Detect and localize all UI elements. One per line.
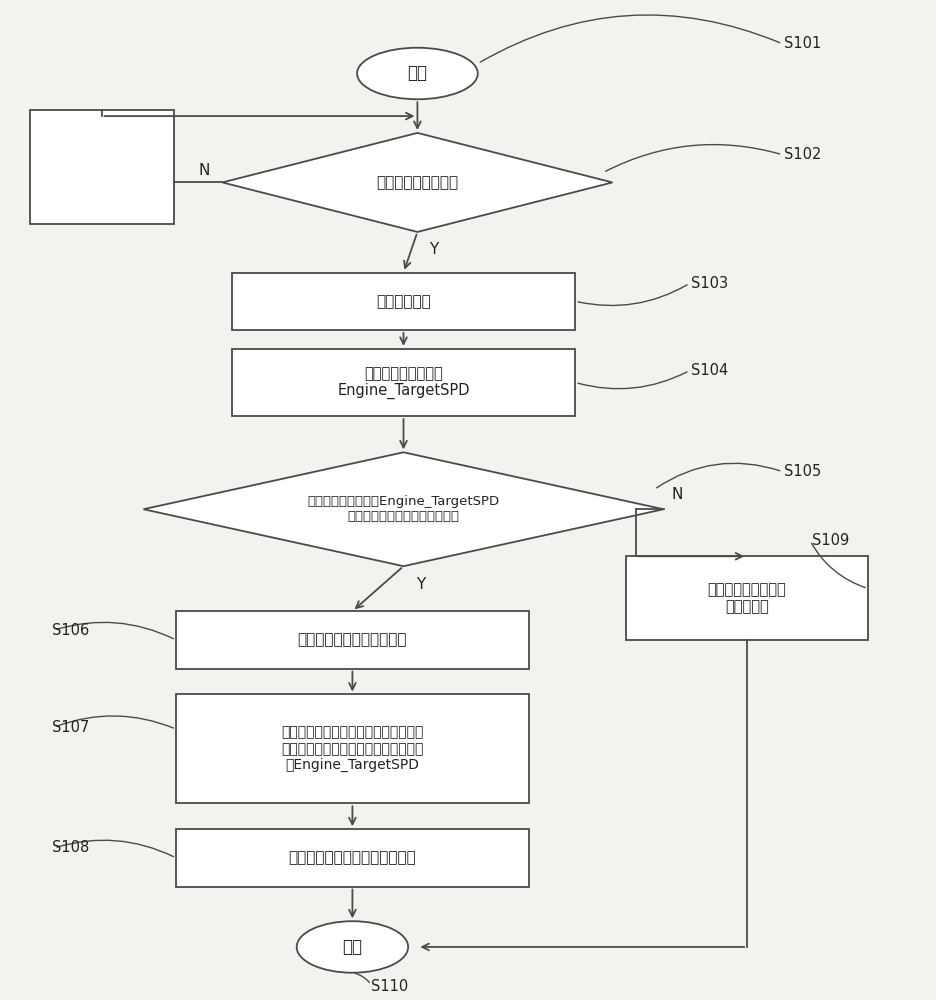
Text: S106: S106 <box>52 623 90 638</box>
Text: S102: S102 <box>783 147 821 162</box>
Text: Y: Y <box>416 577 424 592</box>
Text: 将选挡电机移动到将要挂入的目标挡位
位置，控制发动机转速至发动机目标转
速Engine_TargetSPD: 将选挡电机移动到将要挂入的目标挡位 位置，控制发动机转速至发动机目标转 速Eng… <box>281 726 423 772</box>
Text: S101: S101 <box>783 36 821 51</box>
Bar <box>176 611 528 669</box>
Text: S103: S103 <box>691 276 727 291</box>
Polygon shape <box>222 133 612 232</box>
Text: 确定目标挡位: 确定目标挡位 <box>375 294 431 309</box>
Ellipse shape <box>297 921 408 973</box>
Bar <box>176 829 528 887</box>
Text: N: N <box>671 487 682 502</box>
Text: Y: Y <box>429 242 438 257</box>
Bar <box>625 556 867 640</box>
Bar <box>231 349 575 416</box>
Text: 结束: 结束 <box>342 938 362 956</box>
Text: S104: S104 <box>691 363 728 378</box>
Bar <box>176 694 528 803</box>
Bar <box>231 273 575 330</box>
Text: S105: S105 <box>783 464 821 479</box>
Polygon shape <box>143 452 663 566</box>
Text: 采用离合器分离结合
的换挡程序: 采用离合器分离结合 的换挡程序 <box>707 582 785 615</box>
Text: N: N <box>197 163 210 178</box>
Text: 将目标挡位同步器挂入目标挡位: 将目标挡位同步器挂入目标挡位 <box>288 850 416 865</box>
Text: 判断是否要进行换挡: 判断是否要进行换挡 <box>376 175 458 190</box>
Text: S107: S107 <box>52 720 90 735</box>
Text: 开始: 开始 <box>407 64 427 82</box>
Text: S108: S108 <box>52 840 90 855</box>
Text: S109: S109 <box>812 533 848 548</box>
Ellipse shape <box>357 48 477 99</box>
Text: 计算发动机目标转速
Engine_TargetSPD: 计算发动机目标转速 Engine_TargetSPD <box>337 366 469 399</box>
Text: 判断发动机目标转速Engine_TargetSPD
是否大于等于发动机的怡速转速: 判断发动机目标转速Engine_TargetSPD 是否大于等于发动机的怡速转速 <box>307 495 499 523</box>
Text: 将当前挡位同步器退至空挡: 将当前挡位同步器退至空挡 <box>298 632 407 647</box>
Text: S110: S110 <box>371 979 408 994</box>
Bar <box>30 110 173 224</box>
